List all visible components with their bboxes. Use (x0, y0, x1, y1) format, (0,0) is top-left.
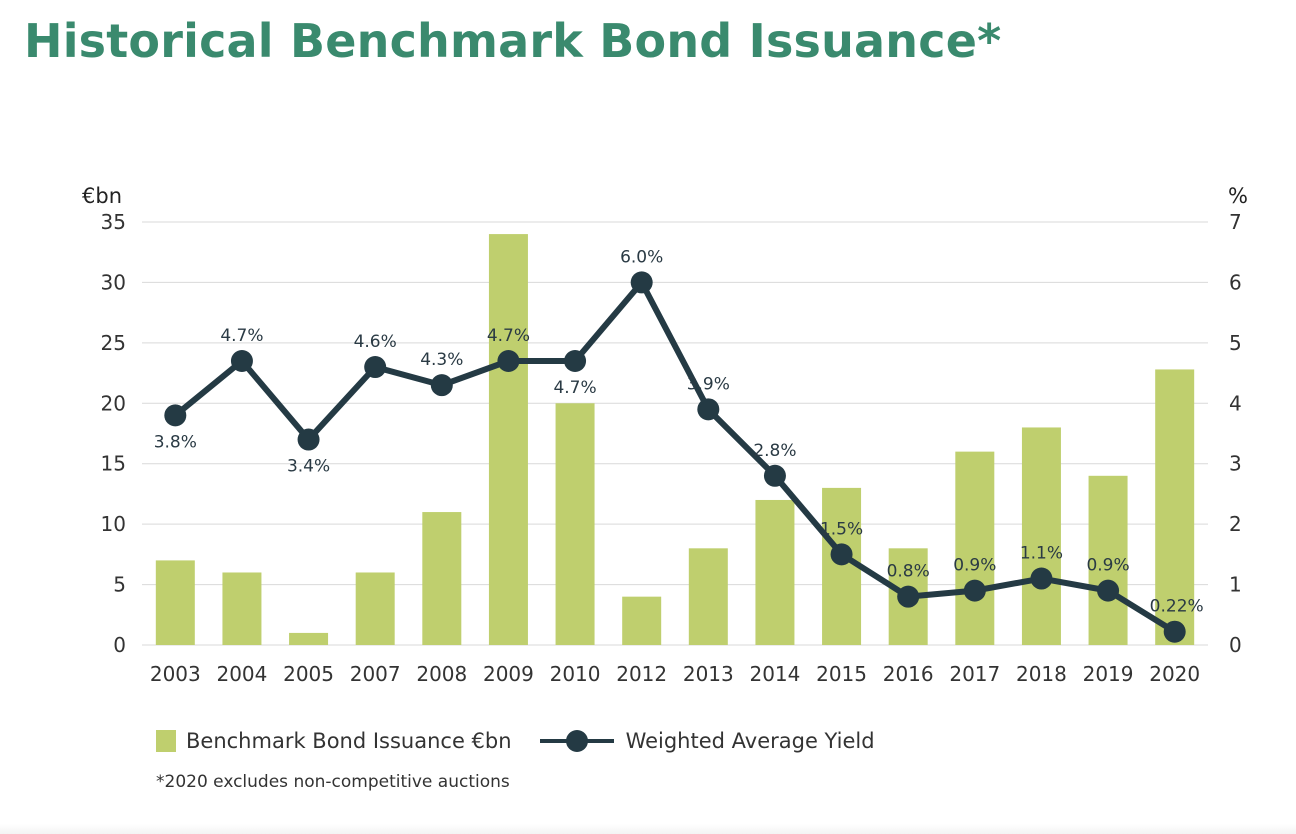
yield-point (1030, 567, 1053, 590)
bar-series (155, 234, 1195, 646)
right-tick-label: 3 (1229, 452, 1242, 476)
yield-point (697, 398, 720, 421)
right-tick-label: 0 (1229, 633, 1242, 657)
x-tick-label: 2003 (150, 662, 201, 686)
right-tick-label: 7 (1229, 210, 1242, 234)
x-tick-label: 2012 (616, 662, 667, 686)
bar (222, 572, 262, 645)
right-tick-label: 2 (1229, 512, 1242, 536)
left-axis: 0 5 10 15 20 25 30 35€bn (82, 184, 126, 657)
yield-data-label: 4.3% (420, 350, 463, 370)
bar (688, 548, 728, 645)
bar (422, 512, 462, 645)
right-axis: 0 1 2 3 4 5 6 7% (1228, 184, 1248, 657)
yield-data-label: 0.22% (1150, 597, 1204, 617)
bar (955, 451, 995, 645)
left-tick-label: 5 (113, 573, 126, 597)
left-tick-label: 25 (101, 331, 126, 355)
bar (355, 572, 395, 645)
right-tick-label: 6 (1229, 270, 1242, 294)
yield-data-label: 6.0% (620, 247, 663, 267)
bar (1088, 475, 1128, 645)
yield-data-label: 0.9% (1086, 556, 1129, 576)
left-tick-label: 10 (101, 512, 126, 536)
x-tick-label: 2020 (1149, 662, 1200, 686)
x-tick-label: 2005 (283, 662, 334, 686)
legend-line-swatch (539, 728, 614, 754)
yield-data-label: 3.4% (287, 457, 330, 477)
bar (755, 499, 795, 645)
yield-data-label: 4.6% (354, 332, 397, 352)
bar (622, 596, 662, 645)
right-tick-label: 5 (1229, 331, 1242, 355)
yield-point (630, 271, 653, 294)
left-tick-label: 15 (101, 452, 126, 476)
left-tick-label: 0 (113, 633, 126, 657)
right-tick-label: 4 (1229, 391, 1242, 415)
bottom-shade (0, 824, 1296, 834)
footnote: *2020 excludes non-competitive auctions (156, 772, 510, 792)
right-tick-label: 1 (1229, 573, 1242, 597)
yield-point (430, 374, 453, 397)
left-axis-unit: €bn (82, 184, 122, 208)
legend: Benchmark Bond Issuance €bn Weighted Ave… (156, 728, 875, 754)
x-tick-label: 2010 (550, 662, 601, 686)
x-tick-label: 2008 (416, 662, 467, 686)
yield-point (297, 428, 320, 451)
yield-point (830, 543, 853, 566)
yield-point (564, 349, 587, 372)
yield-data-label: 3.8% (154, 432, 197, 452)
x-tick-label: 2018 (1016, 662, 1067, 686)
bar (1155, 369, 1195, 645)
bar (488, 234, 528, 646)
x-tick-label: 2015 (816, 662, 867, 686)
x-tick-label: 2014 (749, 662, 800, 686)
yield-data-label: 1.1% (1020, 544, 1063, 564)
yield-data-label: 0.9% (953, 556, 996, 576)
yield-data-label: 2.8% (753, 441, 796, 461)
yield-point (963, 579, 986, 602)
yield-data-label: 3.9% (687, 374, 730, 394)
x-tick-label: 2019 (1083, 662, 1134, 686)
left-tick-label: 35 (101, 210, 126, 234)
bar (1021, 427, 1061, 645)
x-tick-label: 2004 (216, 662, 267, 686)
left-tick-label: 20 (101, 391, 126, 415)
yield-point (1163, 620, 1186, 643)
yield-point (763, 464, 786, 487)
x-tick-label: 2009 (483, 662, 534, 686)
right-axis-unit: % (1228, 184, 1248, 208)
yield-point (364, 356, 387, 379)
yield-data-label: 4.7% (487, 326, 530, 346)
legend-line-label: Weighted Average Yield (625, 729, 875, 753)
bar (822, 487, 862, 645)
yield-data-label: 0.8% (887, 562, 930, 582)
yield-point (230, 349, 253, 372)
x-tick-label: 2017 (949, 662, 1000, 686)
x-axis: 2003 2004 2005 2007 2008 2009 2010 2012 2013 2014… (150, 662, 1200, 686)
yield-point (897, 585, 920, 608)
x-tick-label: 2007 (350, 662, 401, 686)
chart-title: Historical Benchmark Bond Issuance* (24, 14, 1002, 68)
yield-line-series: 3.8% 4.7% 3.4% 4.6% 4.3% 4.7% 4.7% 6.0% 3.9% 2.8%… (154, 247, 1204, 643)
yield-data-label: 1.5% (820, 519, 863, 539)
left-tick-label: 30 (101, 270, 126, 294)
x-tick-label: 2016 (883, 662, 934, 686)
bar (155, 560, 195, 645)
legend-bar-label: Benchmark Bond Issuance €bn (186, 729, 512, 753)
bar (555, 403, 595, 645)
yield-point (1097, 579, 1120, 602)
legend-bar-swatch (156, 730, 176, 752)
yield-line (172, 279, 1178, 635)
x-tick-label: 2013 (683, 662, 734, 686)
yield-data-label: 4.7% (220, 326, 263, 346)
yield-point (164, 404, 187, 427)
bar (289, 632, 329, 645)
yield-point (497, 349, 520, 372)
yield-data-label: 4.7% (553, 378, 596, 398)
